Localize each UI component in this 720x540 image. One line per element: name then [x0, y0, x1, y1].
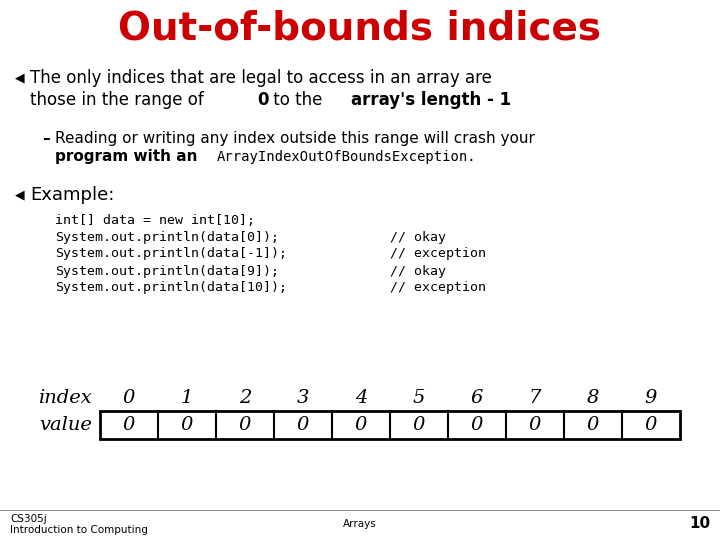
Text: 7: 7 [528, 389, 541, 407]
Text: System.out.println(data[10]);: System.out.println(data[10]); [55, 281, 287, 294]
Text: –: – [42, 131, 50, 145]
Text: System.out.println(data[0]);: System.out.println(data[0]); [55, 231, 279, 244]
Text: 2: 2 [239, 389, 251, 407]
Text: 0: 0 [471, 416, 483, 434]
Text: 9: 9 [645, 389, 657, 407]
Text: ArrayIndexOutOfBoundsException.: ArrayIndexOutOfBoundsException. [217, 150, 477, 164]
Text: 6: 6 [471, 389, 483, 407]
Text: 0: 0 [587, 416, 599, 434]
Text: 3: 3 [297, 389, 309, 407]
Text: // okay: // okay [390, 231, 446, 244]
Text: to the: to the [268, 91, 328, 109]
Text: 4: 4 [355, 389, 367, 407]
Text: array's length - 1: array's length - 1 [351, 91, 511, 109]
Text: System.out.println(data[-1]);: System.out.println(data[-1]); [55, 247, 287, 260]
Text: 0: 0 [181, 416, 193, 434]
Text: Arrays: Arrays [343, 519, 377, 529]
Text: 8: 8 [587, 389, 599, 407]
Text: 0: 0 [297, 416, 309, 434]
Text: 0: 0 [355, 416, 367, 434]
Text: 0: 0 [645, 416, 657, 434]
Text: 0: 0 [123, 389, 135, 407]
Text: ◀: ◀ [15, 71, 24, 84]
Text: those in the range of: those in the range of [30, 91, 209, 109]
Text: program with an: program with an [55, 150, 203, 165]
Text: 0: 0 [239, 416, 251, 434]
Text: CS305j: CS305j [10, 514, 47, 524]
Text: 0: 0 [528, 416, 541, 434]
Text: 10: 10 [689, 516, 710, 531]
Text: 5: 5 [413, 389, 426, 407]
Text: Out-of-bounds indices: Out-of-bounds indices [119, 9, 601, 47]
Text: 0: 0 [257, 91, 269, 109]
FancyBboxPatch shape [100, 411, 680, 439]
Text: The only indices that are legal to access in an array are: The only indices that are legal to acces… [30, 69, 492, 87]
Text: ◀: ◀ [15, 188, 24, 201]
Text: Reading or writing any index outside this range will crash your: Reading or writing any index outside thi… [55, 131, 535, 145]
Text: index: index [38, 389, 92, 407]
Text: // exception: // exception [390, 247, 486, 260]
Text: // exception: // exception [390, 281, 486, 294]
Text: Introduction to Computing: Introduction to Computing [10, 525, 148, 535]
Text: value: value [39, 416, 92, 434]
Text: 0: 0 [123, 416, 135, 434]
Text: System.out.println(data[9]);: System.out.println(data[9]); [55, 265, 279, 278]
Text: 1: 1 [181, 389, 193, 407]
Text: 0: 0 [413, 416, 426, 434]
Text: Example:: Example: [30, 186, 114, 204]
Text: int[] data = new int[10];: int[] data = new int[10]; [55, 213, 255, 226]
Text: // okay: // okay [390, 265, 446, 278]
